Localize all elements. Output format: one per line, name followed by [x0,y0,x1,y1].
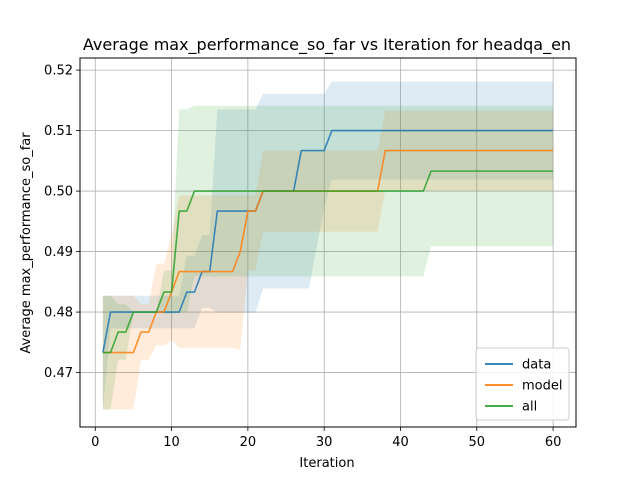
x-tick-label: 40 [392,435,409,450]
x-tick-label: 10 [163,435,180,450]
chart-title: Average max_performance_so_far vs Iterat… [83,35,571,55]
plot-area: 0 10 20 30 40 50 60 0.47 0.48 0.49 0.50 0.51 0.52 [44,57,577,450]
axes-frame [79,57,577,428]
x-tick-label: 30 [316,435,333,450]
legend-label-all: all [522,400,537,415]
x-axis-label: Iteration [299,456,354,471]
y-tick-label: 0.52 [44,64,73,79]
y-tick-label: 0.49 [44,245,73,260]
y-tick-label: 0.51 [44,124,73,139]
band-all [102,105,554,410]
x-tick-label: 60 [545,435,562,450]
x-tick-label: 50 [469,435,486,450]
series-lines [102,129,554,354]
y-tick-label: 0.48 [44,306,73,321]
confidence-bands [102,81,554,410]
legend-label-model: model [522,379,562,394]
legend-box [475,347,570,421]
x-tick-label: 0 [91,435,99,450]
band-model [102,110,554,410]
line-all [102,170,554,354]
y-axis-label: Average max_performance_so_far [19,132,34,354]
x-axis-ticks: 0 10 20 30 40 50 60 [91,427,561,450]
y-axis-ticks: 0.47 0.48 0.49 0.50 0.51 0.52 [44,64,80,381]
legend: data model all [475,347,570,421]
legend-label-data: data [522,358,551,373]
x-tick-label: 20 [240,435,257,450]
y-tick-label: 0.47 [44,366,73,381]
y-tick-label: 0.50 [44,185,73,200]
band-data [102,81,554,410]
